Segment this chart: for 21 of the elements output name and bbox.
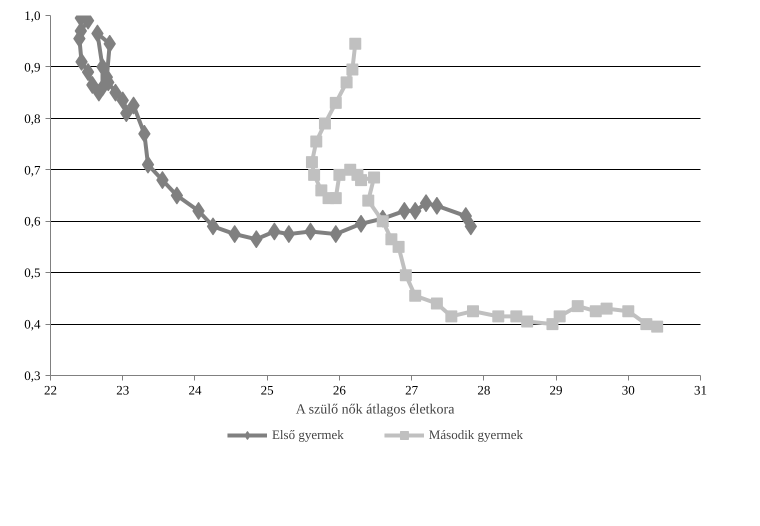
y-tick-label: 0,3 [24,368,40,383]
x-tick-label: 22 [44,382,57,398]
x-tick-label: 31 [694,382,707,398]
x-tick-label: 27 [405,382,419,398]
x-tick-label: 26 [332,382,346,398]
y-tick-label: 0,7 [24,162,41,178]
y-tick-label: 1,0 [24,8,40,23]
x-tick-label: 30 [622,382,635,398]
y-tick-label: 0,8 [24,110,40,126]
x-tick-label: 29 [550,382,563,398]
y-tick-label: 0,6 [24,214,41,229]
y-tick-label: 0,5 [24,265,40,280]
x-tick-label: 24 [188,382,202,398]
y-tick-label: 0,9 [24,59,40,74]
y-tick-label: 0,4 [24,316,41,332]
x-tick-label: 25 [260,382,274,398]
x-axis-title: A szülő nők átlagos életkora [296,402,456,418]
legend-label: Második gyermek [428,427,524,443]
x-tick-label: 23 [116,382,130,398]
x-tick-label: 28 [477,382,490,398]
legend-label: Első gyermek [272,427,344,443]
